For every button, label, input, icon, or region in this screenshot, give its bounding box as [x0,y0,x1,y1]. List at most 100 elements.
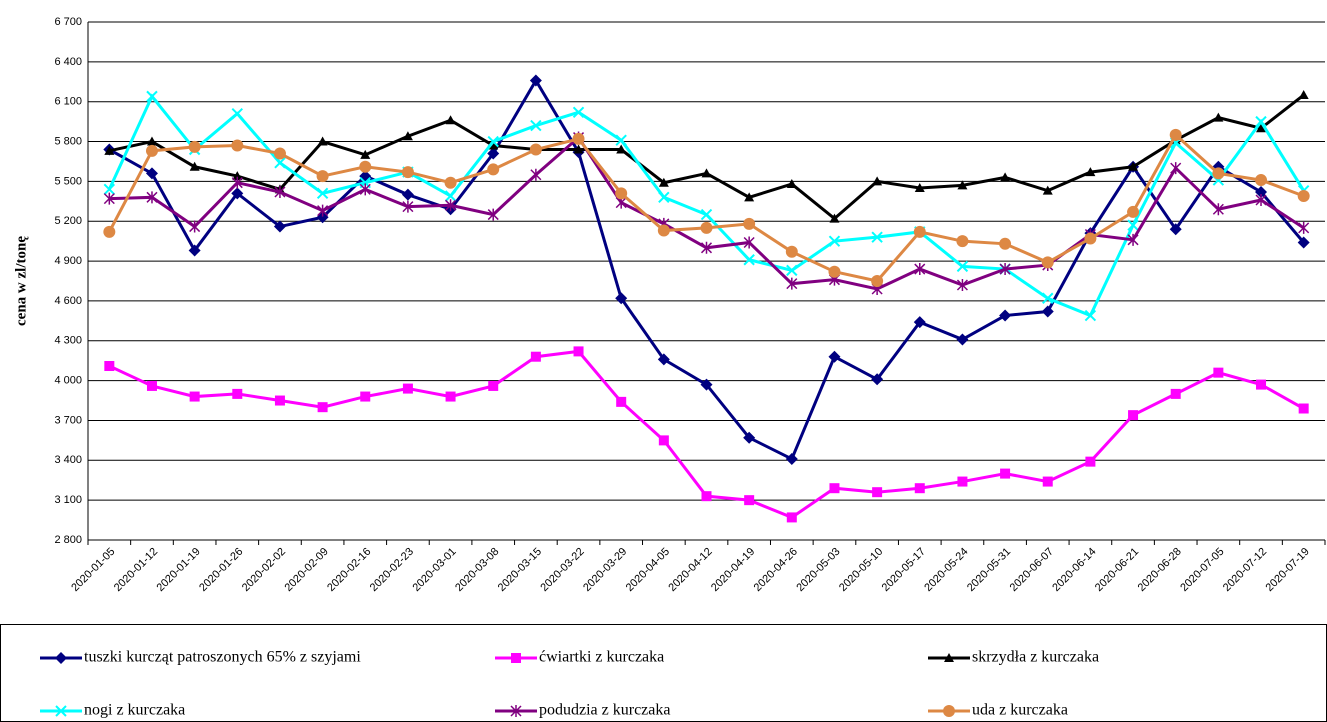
marker [444,190,457,202]
marker [1041,256,1054,269]
marker [189,220,201,233]
marker [658,191,670,204]
marker [487,147,500,160]
marker [615,187,628,200]
marker [401,188,414,201]
marker [103,183,116,196]
x-tick-label: 2020-03-29 [581,546,629,594]
marker [1084,232,1097,245]
marker [572,132,585,145]
marker [615,292,628,305]
marker [444,176,457,189]
x-tick-label: 2020-05-31 [965,546,1013,594]
marker [1256,123,1267,133]
marker [530,119,542,132]
marker [658,177,669,187]
marker [103,225,116,238]
x-tick-label: 2020-04-26 [752,546,800,594]
marker [914,263,926,276]
marker [1127,233,1139,246]
marker [189,161,200,171]
marker [510,705,522,717]
x-tick-label: 2020-05-10 [837,546,885,594]
marker [957,180,968,190]
marker [956,235,969,248]
marker [231,139,244,152]
marker [231,187,244,200]
marker [829,483,840,494]
marker [511,653,521,663]
marker [231,107,244,120]
marker [103,192,115,205]
marker [104,361,115,372]
marker [360,149,371,159]
marker [573,346,584,357]
marker [657,353,670,366]
legend-label: tuszki kurcząt patroszonych 65% z szyjam… [84,649,361,666]
marker [1213,112,1224,122]
marker [1298,221,1310,234]
marker [1213,367,1224,378]
marker [616,144,627,154]
x-tick-label: 2020-07-19 [1264,546,1312,594]
marker [1042,185,1053,195]
marker [55,705,67,717]
y-tick-label: 5 500 [54,175,82,187]
marker [317,136,328,146]
marker [786,512,797,523]
x-tick-label: 2020-02-09 [282,546,330,594]
marker [487,163,500,176]
marker [317,204,329,217]
marker [359,160,372,173]
marker [743,236,755,249]
x-tick-label: 2020-06-21 [1093,546,1141,594]
y-tick-label: 3 100 [54,494,82,506]
marker [189,391,200,402]
marker [1255,193,1267,206]
marker [786,179,797,189]
x-tick-label: 2020-02-02 [240,546,288,594]
marker [1255,174,1268,187]
marker [786,277,798,290]
marker [273,147,286,160]
marker [999,309,1012,322]
x-tick-label: 2020-01-12 [112,546,160,594]
marker [700,221,713,234]
marker [232,171,243,181]
marker [488,380,499,391]
marker [872,487,883,498]
y-tick-label: 3 400 [54,454,82,466]
marker [316,170,329,183]
x-tick-label: 2020-04-12 [666,546,714,594]
marker [145,167,158,180]
marker [914,183,925,193]
marker [871,275,884,287]
x-tick-label: 2020-07-05 [1178,546,1226,594]
x-tick-label: 2020-02-23 [368,546,416,594]
marker [274,157,286,169]
marker [1042,476,1053,487]
marker [146,90,158,103]
marker [957,476,968,487]
marker [999,263,1011,276]
marker [359,183,371,196]
marker [956,278,968,291]
y-tick-label: 5 200 [54,215,82,227]
legend-label: skrzydła z kurczaka [972,649,1099,666]
legend-label: ćwiartki z kurczaka [539,649,664,666]
marker [401,166,414,179]
marker [1169,223,1182,236]
marker [1085,456,1096,467]
y-tick-label: 6 100 [54,96,82,108]
marker [146,136,157,146]
marker [572,106,585,119]
marker [317,402,328,413]
marker [1128,410,1139,421]
marker [914,483,925,494]
marker [701,168,712,178]
marker [1256,379,1267,390]
marker [872,176,883,186]
marker [615,134,627,146]
marker [530,168,542,181]
marker [744,192,755,202]
